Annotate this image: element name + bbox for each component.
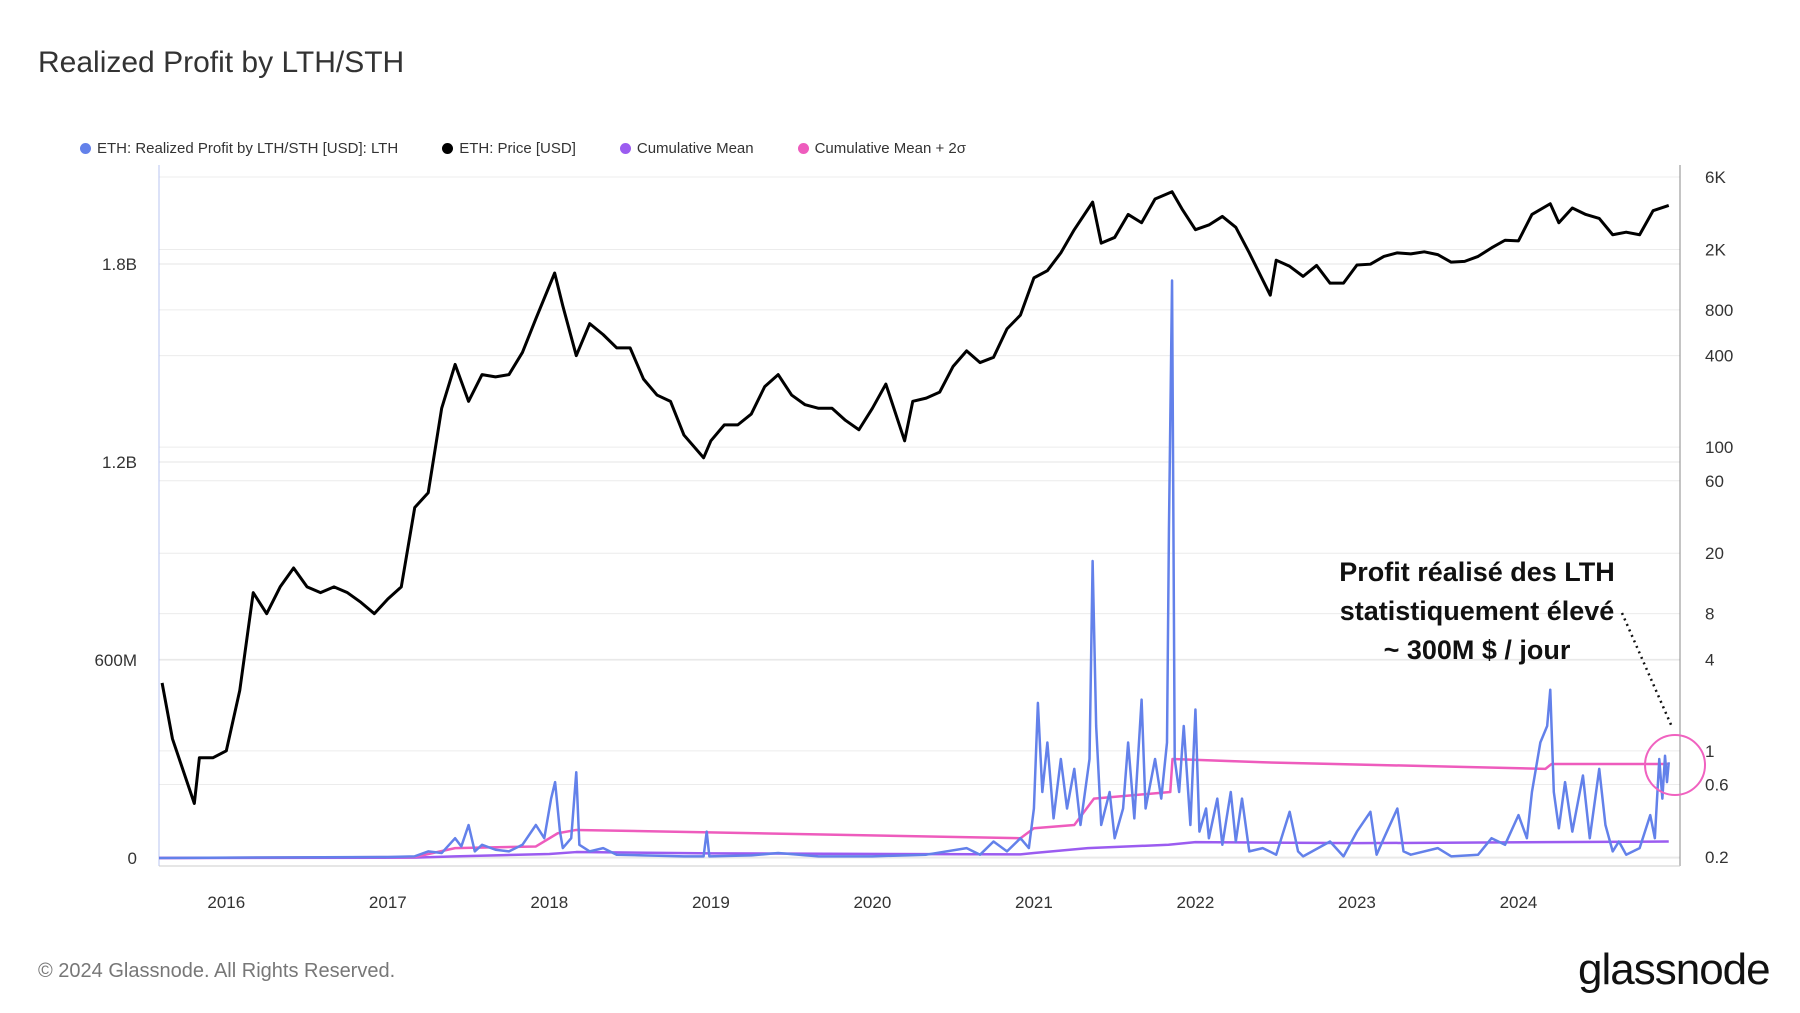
x-axis-tick-label: 2020: [853, 893, 891, 912]
x-axis-tick-label: 2019: [692, 893, 730, 912]
highlight-circle: [1644, 734, 1706, 796]
legend-label: Cumulative Mean: [636, 140, 754, 157]
legend-label: ETH: Price [USD]: [459, 140, 576, 157]
right-axis-tick-label: 8: [1705, 605, 1714, 624]
series-0: [158, 279, 1670, 860]
right-axis-tick-label: 0.6: [1705, 776, 1729, 795]
x-axis-tick-label: 2018: [530, 893, 568, 912]
series-line: [158, 279, 1670, 860]
copyright: © 2024 Glassnode. All Rights Reserved.: [38, 960, 396, 982]
chart-title: Realized Profit by LTH/STH: [38, 46, 405, 79]
legend-item-price[interactable]: ETH: Price [USD]: [442, 140, 576, 157]
series-1: [160, 190, 1670, 806]
right-axis-tick-label: 0.2: [1705, 848, 1729, 867]
x-axis-tick-label: 2024: [1500, 893, 1538, 912]
right-axis-tick-label: 100: [1705, 438, 1733, 457]
annotation-text: ~ 300M $ / jour: [1384, 635, 1571, 665]
left-axis-tick-label: 600M: [94, 651, 137, 670]
left-axis-tick-label: 1.8B: [102, 255, 137, 274]
left-axis-tick-label: 1.2B: [102, 453, 137, 472]
right-axis-tick-label: 800: [1705, 301, 1733, 320]
legend: ETH: Realized Profit by LTH/STH [USD]: L…: [80, 140, 966, 157]
x-axis-tick-label: 2016: [207, 893, 245, 912]
x-axis-tick-label: 2023: [1338, 893, 1376, 912]
series-line: [158, 757, 1669, 860]
legend-label: Cumulative Mean + 2σ: [814, 140, 967, 157]
legend-label: ETH: Realized Profit by LTH/STH [USD]: L…: [97, 140, 399, 157]
x-axis-tick-label: 2021: [1015, 893, 1053, 912]
legend-item-cumulative-mean[interactable]: Cumulative Mean: [619, 140, 754, 157]
left-axis-tick-label: 0: [128, 849, 137, 868]
right-axis-tick-label: 400: [1705, 347, 1733, 366]
x-axis-tick-label: 2022: [1177, 893, 1215, 912]
series-3: [158, 757, 1669, 860]
right-axis-tick-label: 20: [1705, 544, 1724, 563]
series-line: [160, 190, 1670, 806]
legend-dot: [80, 143, 91, 154]
annotation-text: Profit réalisé des LTH: [1339, 557, 1615, 587]
legend-dot: [442, 143, 454, 154]
right-axis-tick-label: 2K: [1705, 240, 1726, 259]
x-axis-tick-label: 2017: [369, 893, 407, 912]
glassnode-logo: glassnode: [1578, 945, 1771, 994]
right-axis-tick-label: 4: [1705, 650, 1714, 669]
right-axis-tick-label: 1: [1705, 742, 1714, 761]
legend-dot: [797, 143, 809, 154]
right-axis-tick-label: 60: [1705, 472, 1724, 491]
right-axis-tick-label: 6K: [1705, 168, 1726, 187]
annotation-text: statistiquement élevé: [1340, 596, 1615, 626]
legend-item-lth-profit[interactable]: ETH: Realized Profit by LTH/STH [USD]: L…: [80, 140, 398, 157]
legend-dot: [619, 143, 631, 154]
annotation-dotted-line: [1620, 612, 1674, 728]
legend-item-cumulative-mean-2sigma[interactable]: Cumulative Mean + 2σ: [797, 140, 967, 157]
